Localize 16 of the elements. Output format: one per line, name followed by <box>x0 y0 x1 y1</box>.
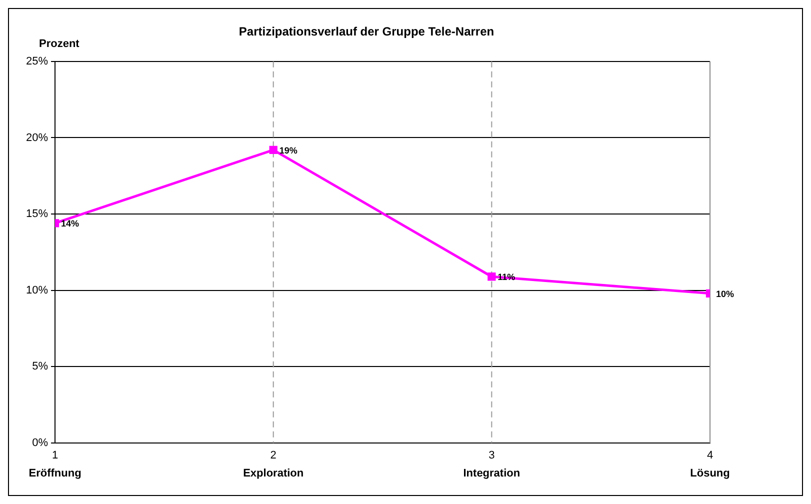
x-tick-label: 1 Eröffnung <box>28 450 82 480</box>
data-label: 14% <box>61 218 80 229</box>
data-label: 10% <box>716 288 734 299</box>
y-tick-label: 25% <box>26 55 48 68</box>
y-tick-label: 10% <box>26 284 48 296</box>
y-tick-label: 15% <box>26 208 48 220</box>
y-axis-title: Prozent <box>39 38 80 50</box>
x-tick-label: 4 Lösung <box>690 450 730 480</box>
y-tick-label: 5% <box>32 360 48 373</box>
y-tick-label: 20% <box>26 132 48 144</box>
y-tick-label: 0% <box>32 437 48 450</box>
data-label: 19% <box>279 145 298 156</box>
x-tick-label: 3 Integration <box>463 450 520 480</box>
data-label: 11% <box>498 272 516 282</box>
chart-title: Partizipationsverlauf der Gruppe Tele-Narren <box>238 24 494 39</box>
x-tick-label: 2 Exploration <box>243 450 304 480</box>
